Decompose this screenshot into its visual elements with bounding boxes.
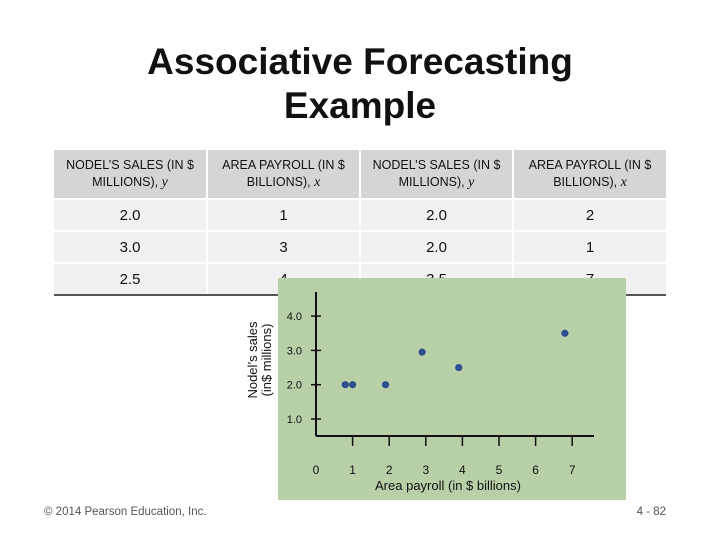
data-point [561, 329, 569, 337]
header-sales-2: NODEL’S SALES (IN $ MILLIONS), y [359, 150, 513, 200]
data-point [349, 381, 357, 389]
x-tick-label: 5 [496, 463, 503, 477]
y-tick-label: 1.0 [287, 414, 302, 426]
y-axis-label: Nodel’s sales (in$ millions) [245, 300, 275, 420]
table-cell: 2.0 [359, 230, 513, 263]
x-tick-label: 7 [569, 463, 576, 477]
table-cell: 2.0 [359, 198, 513, 231]
y-axis-label-line2: (in$ millions) [259, 323, 274, 397]
y-axis-label-line1: Nodel’s sales [245, 321, 260, 399]
slide-title-line1: Associative Forecasting [147, 41, 573, 82]
copyright-text: © 2014 Pearson Education, Inc. [44, 506, 207, 518]
axis-ticks: 0 1 2 3 4 5 6 7 1.0 2.0 3.0 4.0 [287, 311, 576, 477]
y-tick-label: 3.0 [287, 345, 302, 357]
data-point [341, 381, 349, 389]
x-tick-label: 1 [349, 463, 356, 477]
slide-title-line2: Example [283, 85, 437, 126]
data-points [341, 329, 569, 389]
table-cell: 2.0 [54, 198, 207, 231]
table-row: 2.0 1 2.0 2 [54, 198, 666, 231]
y-tick-label: 4.0 [287, 311, 302, 323]
data-point [455, 363, 463, 372]
slide-title: Associative Forecasting Example [0, 40, 720, 128]
table-cell: 1 [512, 230, 666, 263]
x-tick-label: 4 [459, 463, 466, 477]
data-point [418, 348, 426, 356]
x-tick-label: 6 [532, 463, 539, 477]
header-payroll-2: AREA PAYROLL (IN $ BILLIONS), x [512, 150, 666, 200]
table-cell: 3 [206, 230, 360, 263]
x-tick-label: 2 [386, 463, 393, 477]
table-cell: 1 [206, 198, 360, 231]
x-tick-label: 0 [313, 463, 320, 477]
table-row: 3.0 3 2.0 1 [54, 230, 666, 263]
table-cell: 2.5 [54, 262, 207, 296]
page-number: 4 - 82 [636, 506, 666, 518]
y-tick-label: 2.0 [287, 380, 302, 392]
plot-area [278, 278, 626, 500]
x-tick-label: 3 [422, 463, 429, 477]
header-sales-1: NODEL’S SALES (IN $ MILLIONS), y [54, 150, 207, 200]
table-cell: 3.0 [54, 230, 207, 263]
table-header-row: NODEL’S SALES (IN $ MILLIONS), y AREA PA… [54, 150, 666, 200]
data-point [381, 381, 390, 389]
table-cell: 2 [512, 198, 666, 231]
header-payroll-1: AREA PAYROLL (IN $ BILLIONS), x [206, 150, 360, 200]
x-axis-label: Area payroll (in $ billions) [375, 478, 521, 493]
